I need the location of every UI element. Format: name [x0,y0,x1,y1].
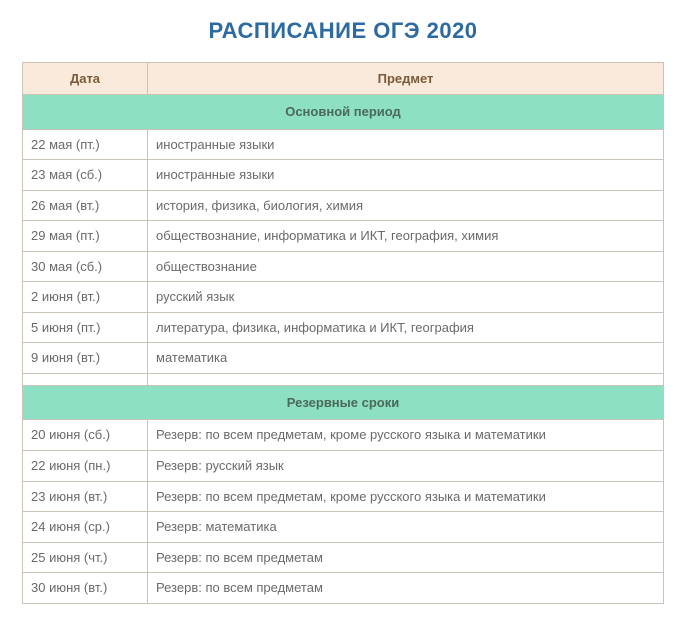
table-row: 20 июня (сб.) Резерв: по всем предметам,… [23,420,664,451]
table-row: 23 мая (сб.) иностранные языки [23,160,664,191]
table-row: 24 июня (ср.) Резерв: математика [23,512,664,543]
schedule-table: Дата Предмет Основной период 22 мая (пт.… [22,62,664,604]
table-row: 26 мая (вт.) история, физика, биология, … [23,190,664,221]
date-cell: 24 июня (ср.) [23,512,148,543]
date-cell: 29 мая (пт.) [23,221,148,252]
page-title: РАСПИСАНИЕ ОГЭ 2020 [22,18,664,44]
date-cell: 5 июня (пт.) [23,312,148,343]
table-row: 22 мая (пт.) иностранные языки [23,129,664,160]
section-main-label: Основной период [23,95,664,130]
subject-cell: обществознание [148,251,664,282]
subject-cell: иностранные языки [148,129,664,160]
date-cell: 25 июня (чт.) [23,542,148,573]
date-cell: 22 июня (пн.) [23,451,148,482]
section-main: Основной период [23,95,664,130]
subject-cell: иностранные языки [148,160,664,191]
subject-cell: русский язык [148,282,664,313]
subject-cell: Резерв: по всем предметам [148,542,664,573]
date-cell: 2 июня (вт.) [23,282,148,313]
date-cell: 30 мая (сб.) [23,251,148,282]
subject-cell: Резерв: по всем предметам, кроме русског… [148,420,664,451]
table-row: 22 июня (пн.) Резерв: русский язык [23,451,664,482]
spacer-row [23,373,664,385]
table-row: 25 июня (чт.) Резерв: по всем предметам [23,542,664,573]
date-cell: 23 мая (сб.) [23,160,148,191]
section-reserve: Резервные сроки [23,385,664,420]
date-cell: 23 июня (вт.) [23,481,148,512]
date-cell: 22 мая (пт.) [23,129,148,160]
subject-cell: Резерв: по всем предметам [148,573,664,604]
subject-cell: Резерв: по всем предметам, кроме русског… [148,481,664,512]
subject-cell: Резерв: математика [148,512,664,543]
header-date: Дата [23,63,148,95]
table-row: 5 июня (пт.) литература, физика, информа… [23,312,664,343]
table-row: 2 июня (вт.) русский язык [23,282,664,313]
date-cell: 26 мая (вт.) [23,190,148,221]
subject-cell: литература, физика, информатика и ИКТ, г… [148,312,664,343]
date-cell: 9 июня (вт.) [23,343,148,374]
date-cell: 30 июня (вт.) [23,573,148,604]
header-subject: Предмет [148,63,664,95]
section-reserve-label: Резервные сроки [23,385,664,420]
table-row: 29 мая (пт.) обществознание, информатика… [23,221,664,252]
table-row: 9 июня (вт.) математика [23,343,664,374]
table-row: 23 июня (вт.) Резерв: по всем предметам,… [23,481,664,512]
subject-cell: обществознание, информатика и ИКТ, геогр… [148,221,664,252]
subject-cell: Резерв: русский язык [148,451,664,482]
table-row: 30 июня (вт.) Резерв: по всем предметам [23,573,664,604]
date-cell: 20 июня (сб.) [23,420,148,451]
subject-cell: история, физика, биология, химия [148,190,664,221]
header-row: Дата Предмет [23,63,664,95]
table-row: 30 мая (сб.) обществознание [23,251,664,282]
subject-cell: математика [148,343,664,374]
